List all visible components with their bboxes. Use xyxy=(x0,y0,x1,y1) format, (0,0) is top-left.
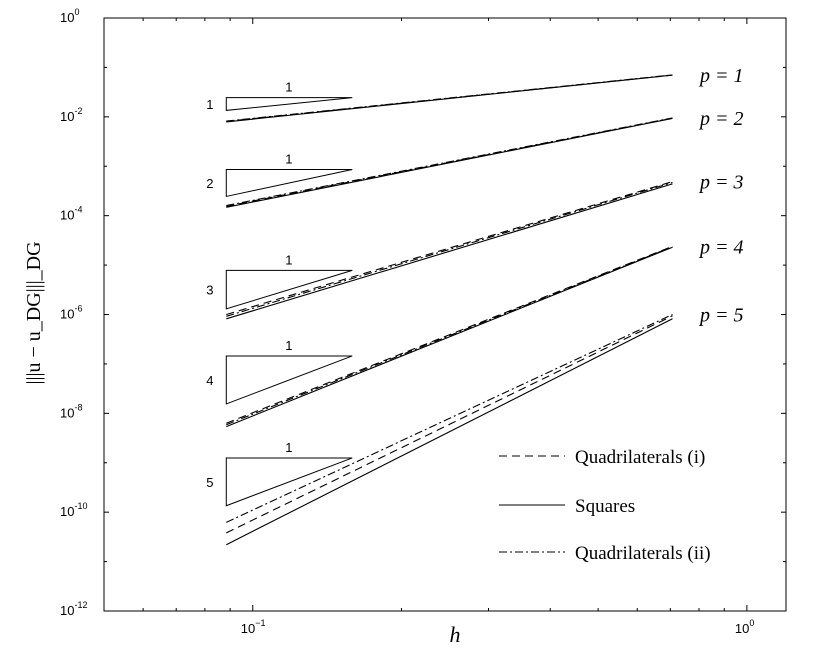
y-tick-label: 10-10 xyxy=(60,501,87,519)
x-tick-label: 10−1 xyxy=(241,618,266,636)
degree-label: p = 3 xyxy=(698,172,744,194)
y-tick-base: 10 xyxy=(60,307,74,322)
slope-triangle xyxy=(225,355,353,405)
slope-run-label: 1 xyxy=(285,80,292,95)
slope-triangle xyxy=(225,269,353,310)
series-line-dashed xyxy=(226,245,673,424)
y-tick-exponent: -8 xyxy=(74,402,82,412)
y-tick-exponent: -10 xyxy=(74,501,87,511)
slope-rise-label: 1 xyxy=(206,97,213,112)
y-tick-exponent: -4 xyxy=(74,205,82,215)
slope-triangles: 1 1 1 2 1 3 1 4 1 5 xyxy=(206,80,353,507)
slope-run-label: 1 xyxy=(285,151,292,166)
series-line-solid xyxy=(226,117,673,208)
series-line-dashed xyxy=(226,315,673,534)
slope-rise-label: 5 xyxy=(206,475,213,490)
slope-run-label: 1 xyxy=(285,338,292,353)
y-tick-exponent: -12 xyxy=(74,600,87,610)
y-tick-base: 10 xyxy=(60,208,74,223)
slope-rise-label: 3 xyxy=(206,283,213,298)
legend: Quadrilaterals (i) Squares Quadrilaterals … xyxy=(499,447,711,564)
degree-label: p = 4 xyxy=(698,236,744,258)
x-axis-ticks: 10−1 100 xyxy=(142,18,754,636)
x-tick-exponent: −1 xyxy=(255,618,265,628)
series-line-solid xyxy=(226,318,673,546)
y-tick-base: 10 xyxy=(60,109,74,124)
series-line-dashdot xyxy=(226,74,673,122)
y-tick-exponent: 0 xyxy=(74,7,79,17)
legend-label: Quadrilaterals (i) xyxy=(575,447,705,468)
slope-triangle xyxy=(225,97,353,111)
slope-rise-label: 4 xyxy=(206,373,213,388)
series-layer xyxy=(226,74,673,546)
x-tick-base: 10 xyxy=(735,621,749,636)
y-tick-exponent: -6 xyxy=(74,304,82,314)
x-tick-label: 100 xyxy=(735,618,754,636)
x-tick-base: 10 xyxy=(241,621,255,636)
y-tick-label: 10-12 xyxy=(60,600,87,618)
legend-label: Quadrilaterals (ii) xyxy=(575,543,711,564)
legend-label: Squares xyxy=(575,496,635,517)
y-tick-label: 10-8 xyxy=(60,402,82,420)
y-axis-label: |||u − u_DG|||_DG xyxy=(23,241,45,384)
y-tick-label: 100 xyxy=(60,7,79,25)
y-tick-base: 10 xyxy=(60,603,74,618)
series-line-dashdot xyxy=(226,181,673,317)
slope-triangle xyxy=(225,168,353,198)
slope-rise-label: 2 xyxy=(206,176,213,191)
x-tick-exponent: 0 xyxy=(749,618,754,628)
y-tick-label: 10-2 xyxy=(60,106,82,124)
slope-triangle xyxy=(225,457,353,507)
y-tick-base: 10 xyxy=(60,504,74,519)
degree-label: p = 5 xyxy=(698,305,744,327)
series-line-dashdot xyxy=(226,314,673,523)
y-tick-base: 10 xyxy=(60,405,74,420)
degree-label: p = 2 xyxy=(698,108,744,130)
y-tick-base: 10 xyxy=(60,10,74,25)
slope-run-label: 1 xyxy=(285,440,292,455)
x-axis-label: h xyxy=(450,622,461,647)
series-line-dashed xyxy=(226,181,673,316)
y-tick-exponent: -2 xyxy=(74,106,82,116)
series-line-solid xyxy=(226,246,673,428)
slope-run-label: 1 xyxy=(285,252,292,267)
series-line-solid xyxy=(226,183,673,320)
degree-label: p = 1 xyxy=(698,65,744,87)
series-line-dashdot xyxy=(226,117,673,207)
series-line-dashdot xyxy=(226,246,673,426)
degree-labels: p = 1 p = 2 p = 3 p = 4 p = 5 xyxy=(698,65,744,327)
y-tick-label: 10-6 xyxy=(60,304,82,322)
y-tick-label: 10-4 xyxy=(60,205,82,223)
